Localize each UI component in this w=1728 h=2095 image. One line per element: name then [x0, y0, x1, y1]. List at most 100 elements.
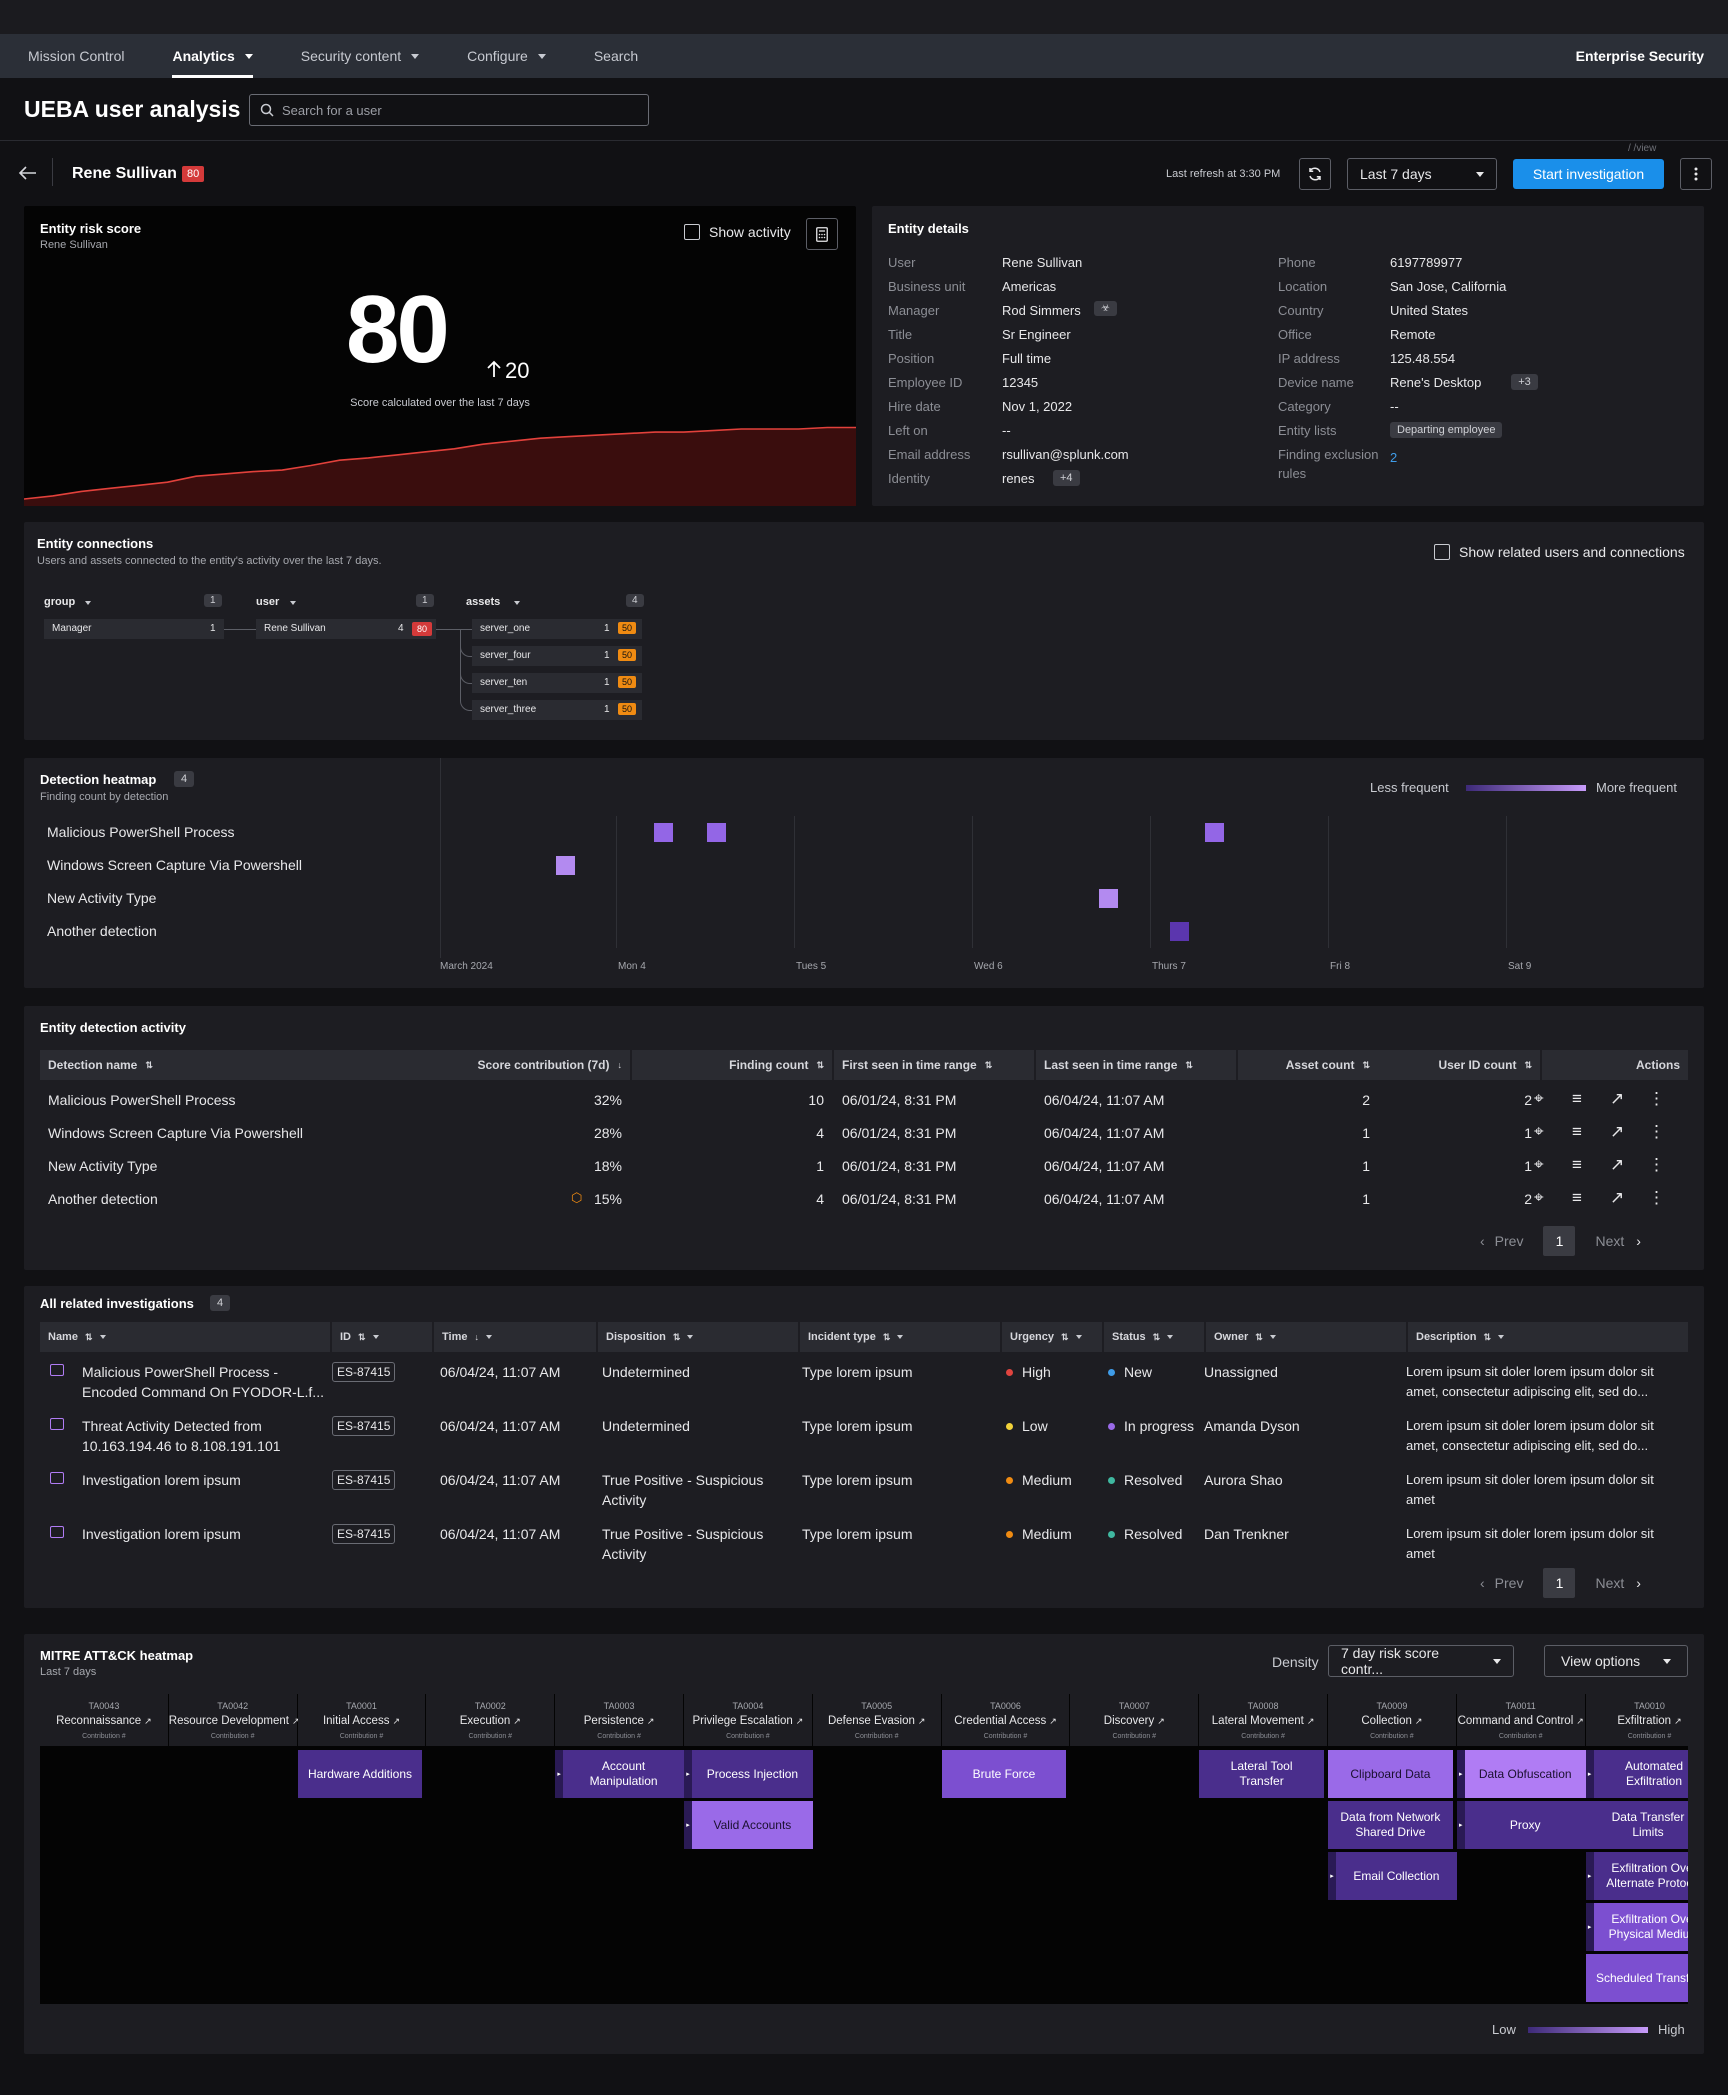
column-header[interactable]: ID ⇅ — [332, 1322, 432, 1352]
technique-cell[interactable]: Data Obfuscation — [1464, 1750, 1586, 1798]
chevron-right-icon[interactable]: › — [1636, 1575, 1641, 1591]
tactic-header-ta0009[interactable]: TA0009 Collection ↗ Contribution # — [1328, 1694, 1457, 1746]
tactic-header-ta0005[interactable]: TA0005 Defense Evasion ↗ Contribution # — [812, 1694, 942, 1746]
more-badge[interactable]: +3 — [1511, 374, 1538, 390]
expand-tab[interactable]: ▸ — [684, 1801, 692, 1849]
chart-icon[interactable]: ↗ — [1610, 1188, 1625, 1207]
external-link-icon[interactable]: ↗ — [1306, 1716, 1315, 1726]
heatmap-cell[interactable] — [653, 823, 673, 842]
chevron-left-icon[interactable]: ‹ — [1480, 1233, 1485, 1249]
column-header[interactable]: Urgency ⇅ — [1002, 1322, 1102, 1352]
investigation-name[interactable]: Investigation lorem ipsum — [82, 1472, 241, 1488]
expand-tab[interactable]: ▸ — [1585, 1903, 1594, 1951]
start-investigation-button[interactable]: Start investigation — [1513, 159, 1664, 189]
time-range-select[interactable]: Last 7 days — [1347, 158, 1497, 190]
column-header[interactable]: Name ⇅ — [40, 1322, 330, 1352]
investigation-id[interactable]: ES-87415 — [332, 1362, 396, 1382]
column-header[interactable]: Last seen in time range ⇅ — [1036, 1050, 1236, 1080]
technique-cell[interactable]: Lateral Tool Transfer — [1199, 1750, 1324, 1798]
expand-tab[interactable]: ▸ — [1456, 1750, 1465, 1798]
technique-cell[interactable]: Data Transfer Limits — [1585, 1801, 1688, 1849]
detail-value[interactable]: 2 — [1390, 450, 1398, 465]
external-link-icon[interactable]: ↗ — [646, 1716, 655, 1726]
conn-node[interactable]: Rene Sullivan 4 80 — [256, 619, 436, 639]
prev-button[interactable]: Prev — [1494, 1233, 1524, 1249]
checkbox[interactable] — [1434, 544, 1450, 560]
page-number[interactable]: 1 — [1543, 1568, 1576, 1598]
tactic-header-ta0042[interactable]: TA0042 Resource Development ↗ Contribution … — [168, 1694, 300, 1746]
activity-count[interactable]: 10 — [808, 1092, 824, 1108]
nav-item-mission-control[interactable]: Mission Control — [28, 48, 125, 64]
column-header[interactable]: Asset count ⇅ — [1238, 1050, 1378, 1080]
chevron-left-icon[interactable]: ‹ — [1480, 1575, 1485, 1591]
more-menu-button[interactable] — [1680, 158, 1712, 190]
technique-cell[interactable]: Hardware Additions — [297, 1750, 423, 1798]
chevron-right-icon[interactable]: › — [1636, 1233, 1641, 1249]
heatmap-cell[interactable] — [1098, 889, 1118, 908]
conn-node[interactable]: server_ten 1 50 — [472, 673, 642, 693]
expand-tab[interactable]: ▸ — [684, 1750, 692, 1798]
conn-col-header[interactable]: assets — [466, 596, 500, 608]
nav-item-configure[interactable]: Configure — [467, 34, 546, 78]
page-number[interactable]: 1 — [1543, 1226, 1576, 1256]
tactic-header-ta0006[interactable]: TA0006 Credential Access ↗ Contribution # — [941, 1694, 1071, 1746]
technique-cell[interactable]: Clipboard Data — [1328, 1750, 1453, 1798]
investigation-name-cont[interactable]: 10.163.194.46 to 8.108.191.101 — [82, 1438, 281, 1454]
conn-col-header[interactable]: user — [256, 596, 279, 608]
external-link-icon[interactable]: ↗ — [1576, 1716, 1584, 1726]
tactic-header-ta0008[interactable]: TA0008 Lateral Movement ↗ Contribution # — [1199, 1694, 1328, 1746]
related-toggle[interactable]: Show related users and connections — [1434, 544, 1685, 560]
technique-cell[interactable]: Data from Network Shared Drive — [1328, 1801, 1453, 1849]
conn-col-header[interactable]: group — [44, 596, 75, 608]
tactic-header-ta0004[interactable]: TA0004 Privilege Escalation ↗ Contribution … — [684, 1694, 813, 1746]
investigation-id[interactable]: ES-87415 — [332, 1524, 396, 1544]
column-header[interactable]: User ID count ⇅ — [1378, 1050, 1540, 1080]
heatmap-cell[interactable] — [1169, 922, 1189, 941]
activity-count[interactable]: 4 — [816, 1125, 824, 1141]
tactic-header-ta0003[interactable]: TA0003 Persistence ↗ Contribution # — [555, 1694, 684, 1746]
column-header[interactable]: Score contribution (7d) ↓ — [430, 1050, 630, 1080]
refresh-button[interactable] — [1299, 158, 1331, 190]
activity-count[interactable]: 1 — [816, 1158, 824, 1174]
external-link-icon[interactable]: ↗ — [144, 1716, 152, 1726]
target-icon[interactable]: ⌖ — [1534, 1155, 1544, 1174]
sliders-icon[interactable]: ≡ — [1572, 1089, 1582, 1108]
expand-tab[interactable]: ▸ — [1328, 1852, 1336, 1900]
column-header[interactable]: Time ↓ — [434, 1322, 596, 1352]
conn-node[interactable]: server_four 1 50 — [472, 646, 642, 666]
technique-cell[interactable]: Scheduled Transfer — [1585, 1954, 1688, 2002]
tactic-header-ta0001[interactable]: TA0001 Initial Access ↗ Contribution # — [297, 1694, 427, 1746]
external-link-icon[interactable]: ↗ — [513, 1716, 521, 1726]
density-select[interactable]: 7 day risk score contr... — [1328, 1645, 1514, 1677]
checkbox[interactable] — [684, 224, 700, 240]
investigation-name[interactable]: Malicious PowerShell Process - — [82, 1364, 279, 1380]
tactic-header-ta0043[interactable]: TA0043 Reconnaissance ↗ Contribution # — [40, 1694, 169, 1746]
investigation-id[interactable]: ES-87415 — [332, 1416, 396, 1436]
expand-tab[interactable]: ▸ — [1585, 1852, 1594, 1900]
external-link-icon[interactable]: ↗ — [392, 1716, 400, 1726]
expand-tab[interactable]: ▸ — [1456, 1801, 1465, 1849]
column-header[interactable]: Owner ⇅ — [1206, 1322, 1406, 1352]
technique-cell[interactable]: Valid Accounts — [692, 1801, 813, 1849]
target-icon[interactable]: ⌖ — [1534, 1089, 1544, 1108]
technique-cell[interactable]: Account Manipulation — [563, 1750, 684, 1798]
nav-item-security-content[interactable]: Security content — [301, 34, 420, 78]
column-header[interactable]: Description ⇅ — [1408, 1322, 1688, 1352]
nav-item-search[interactable]: Search — [593, 48, 639, 64]
heatmap-cell[interactable] — [555, 856, 575, 875]
more-vertical-icon[interactable]: ⋮ — [1648, 1155, 1665, 1174]
calculator-button[interactable] — [806, 218, 838, 250]
chart-icon[interactable]: ↗ — [1610, 1122, 1625, 1141]
sliders-icon[interactable]: ≡ — [1572, 1155, 1582, 1174]
more-vertical-icon[interactable]: ⋮ — [1648, 1122, 1665, 1141]
technique-cell[interactable]: Process Injection — [692, 1750, 813, 1798]
tactic-header-ta0010[interactable]: TA0010 Exfiltration ↗ Contribution # — [1585, 1694, 1688, 1746]
column-header[interactable]: Detection name ⇅ — [40, 1050, 436, 1080]
external-link-icon[interactable]: ↗ — [1674, 1716, 1682, 1726]
column-header[interactable]: Incident type ⇅ — [800, 1322, 1000, 1352]
prev-button[interactable]: Prev — [1494, 1575, 1524, 1591]
investigation-name-cont[interactable]: Encoded Command On FYODOR-L.f... — [82, 1384, 324, 1400]
next-button[interactable]: Next — [1595, 1575, 1625, 1591]
expand-tab[interactable]: ▸ — [555, 1750, 564, 1798]
column-header[interactable]: Disposition ⇅ — [598, 1322, 798, 1352]
